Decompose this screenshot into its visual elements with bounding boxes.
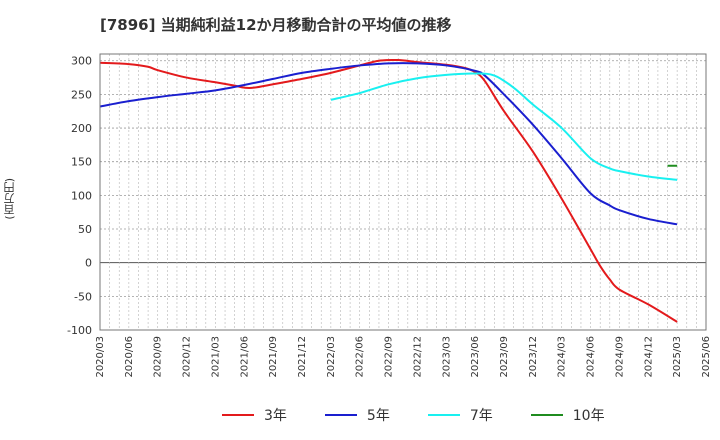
series-line-1	[99, 58, 678, 323]
x-tick-label: 2020/06	[124, 336, 135, 378]
series-lines	[99, 58, 678, 323]
x-tick-label: 2024/09	[614, 336, 625, 378]
plot-frame	[99, 53, 707, 331]
chart-title: [7896] 当期純利益12か月移動合計の平均値の推移	[100, 16, 452, 34]
y-tick-label: -50	[74, 290, 92, 303]
x-tick-label: 2022/12	[412, 336, 423, 378]
legend-item: 3年	[222, 405, 287, 425]
legend-item: 5年	[324, 405, 390, 425]
x-tick-label: 2021/12	[297, 336, 308, 378]
x-tick-label: 2023/03	[441, 336, 452, 378]
legend-label: 10年	[572, 408, 605, 424]
legend-label: 7年	[469, 408, 493, 424]
x-tick-label: 2022/03	[326, 336, 337, 378]
x-tick-label: 2024/03	[557, 336, 568, 378]
x-tick-label: 2020/03	[95, 336, 106, 378]
legend-swatch	[427, 414, 460, 416]
legend-swatch	[222, 414, 254, 416]
grid-lines	[99, 54, 707, 331]
y-tick-label: 300	[71, 55, 92, 68]
legend-item: 10年	[530, 405, 605, 425]
y-tick-label: 250	[71, 88, 92, 101]
series-line-2	[99, 62, 678, 226]
x-tick-label: 2025/06	[701, 336, 712, 378]
x-tick-label: 2025/03	[672, 336, 683, 378]
x-tick-label: 2023/09	[499, 336, 510, 378]
x-tick-label: 2020/12	[182, 336, 193, 378]
x-tick-label: 2023/06	[470, 336, 481, 378]
x-tick-label: 2021/03	[210, 336, 221, 378]
x-tick-label: 2020/09	[153, 336, 164, 378]
x-tick-label: 2024/06	[586, 336, 597, 378]
y-tick-label: 100	[71, 189, 92, 202]
x-tick-label: 2023/12	[528, 336, 539, 378]
x-tick-label: 2024/12	[643, 336, 654, 378]
y-tick-labels: 300 250 200 150 100 50 0 -50 -100	[67, 55, 92, 337]
legend-swatch	[324, 414, 357, 416]
legend: 3年 5年 7年 10年	[222, 404, 643, 426]
y-tick-label: 150	[71, 156, 92, 169]
x-tick-label: 2022/06	[355, 336, 366, 378]
x-tick-label: 2021/06	[239, 336, 250, 378]
y-tick-label: -100	[67, 324, 92, 337]
x-tick-labels: 2020/03 2020/06 2020/09 2020/12 2021/03 2021/…	[95, 336, 712, 378]
legend-swatch	[530, 414, 563, 416]
y-tick-label: 50	[78, 223, 92, 236]
x-tick-label: 2022/09	[384, 336, 395, 378]
series-line-3	[330, 72, 678, 181]
x-tick-label: 2021/09	[268, 336, 279, 378]
y-tick-label: 200	[71, 122, 92, 135]
y-tick-label: 0	[85, 257, 92, 270]
legend-label: 5年	[366, 408, 390, 424]
legend-item: 7年	[427, 405, 493, 425]
legend-label: 3年	[264, 408, 287, 424]
